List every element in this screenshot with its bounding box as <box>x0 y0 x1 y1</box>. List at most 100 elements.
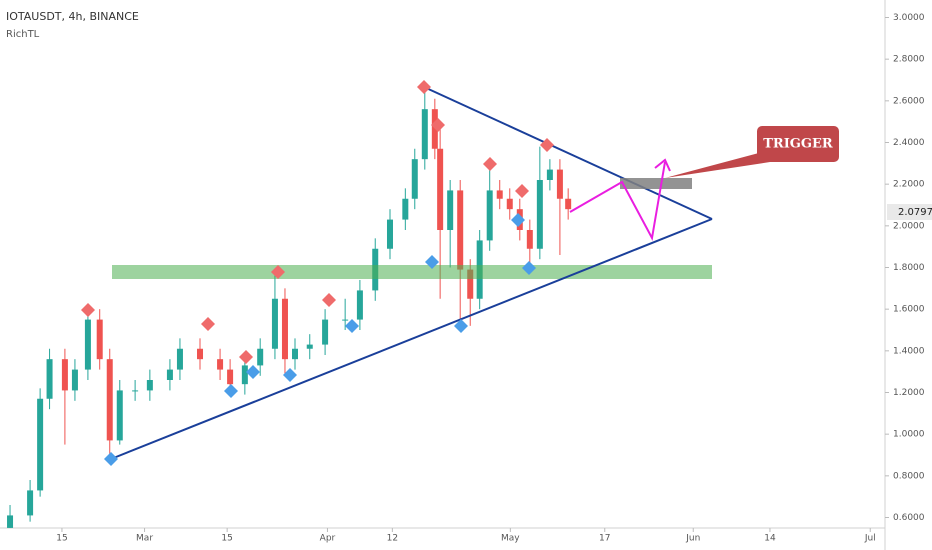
low-marker <box>454 319 468 333</box>
x-tick-label: 17 <box>599 534 610 544</box>
y-tick-label: 2.2000 <box>893 180 925 190</box>
y-tick-label: 2.8000 <box>893 55 925 65</box>
candle-body <box>556 169 563 199</box>
x-tick-label: May <box>501 534 520 544</box>
price-label: 2.0797 <box>898 207 932 218</box>
candle-body <box>386 219 393 249</box>
y-tick-label: 1.0000 <box>893 430 925 440</box>
projection-arrowhead <box>654 158 671 172</box>
y-tick-label: 1.8000 <box>893 263 925 273</box>
x-tick-label: Apr <box>320 534 336 544</box>
x-tick-label: 15 <box>56 534 67 544</box>
candle-body <box>322 319 329 345</box>
callout-box <box>757 126 839 162</box>
x-tick-label: Jun <box>685 534 700 544</box>
y-tick-label: 1.2000 <box>893 388 925 398</box>
x-tick-label: 15 <box>221 534 232 544</box>
candle-body <box>241 365 248 385</box>
falling-trendline <box>423 86 713 220</box>
high-marker <box>81 303 95 317</box>
projection-path <box>569 161 666 242</box>
candle-body <box>84 319 91 370</box>
y-tick-label: 0.8000 <box>893 471 925 481</box>
candle-body <box>467 269 474 299</box>
candle-body <box>37 398 44 491</box>
trigger-box <box>620 178 692 189</box>
low-marker <box>283 368 297 382</box>
candle-body <box>421 109 428 160</box>
high-marker <box>540 138 554 152</box>
candle-body <box>197 348 204 360</box>
candle-body <box>257 348 264 366</box>
high-marker <box>239 350 253 364</box>
high-marker <box>431 118 445 132</box>
candle-body <box>431 109 438 149</box>
high-marker <box>201 317 215 331</box>
candle-body <box>306 344 313 349</box>
candle-body <box>96 319 103 360</box>
support-zone <box>112 265 712 279</box>
candle-body <box>176 348 183 370</box>
candle-body <box>217 359 224 370</box>
candle-body <box>496 190 503 199</box>
low-markers <box>104 213 536 466</box>
low-marker <box>522 261 536 275</box>
low-marker <box>224 384 238 398</box>
candle-body <box>437 148 444 230</box>
candle-body <box>457 190 464 270</box>
candle-body <box>546 169 553 180</box>
candle-body <box>411 159 418 199</box>
candle-body <box>342 319 349 321</box>
y-tick-label: 2.0000 <box>893 221 925 231</box>
callout-text: TRIGGER <box>763 137 833 152</box>
candle-body <box>132 390 139 392</box>
high-marker <box>417 80 431 94</box>
candle-body <box>402 198 409 220</box>
candle-body <box>526 230 533 249</box>
chart-title: IOTAUSDT, 4h, BINANCE <box>6 10 139 23</box>
high-marker <box>515 184 529 198</box>
y-tick-label: 1.6000 <box>893 305 925 315</box>
candle-body <box>146 380 153 391</box>
candle-body <box>565 198 572 210</box>
candle-body <box>7 515 14 528</box>
y-tick-label: 2.6000 <box>893 96 925 106</box>
price-label-box <box>887 204 932 220</box>
high-markers <box>81 80 554 364</box>
x-tick-label: Mar <box>136 534 153 544</box>
low-marker <box>104 452 118 466</box>
x-tick-label: 14 <box>764 534 776 544</box>
candle-body <box>61 359 68 391</box>
x-tick-label: 12 <box>387 534 398 544</box>
candle-body <box>116 390 123 441</box>
low-marker <box>345 319 359 333</box>
callout-pointer <box>665 150 770 178</box>
candle-body <box>71 369 78 391</box>
y-tick-label: 0.6000 <box>893 513 925 523</box>
high-marker <box>483 157 497 171</box>
candle-body <box>486 190 493 241</box>
candle-body <box>46 359 53 399</box>
candle-body <box>106 359 113 441</box>
x-tick-label: Jul <box>864 534 876 544</box>
candle-body <box>27 490 34 516</box>
candle-body <box>447 190 454 230</box>
candle-body <box>536 180 543 249</box>
candle-body <box>281 298 288 360</box>
candle-body <box>166 369 173 380</box>
candle-body <box>356 290 363 320</box>
rising-trendline <box>110 218 713 460</box>
axes: 0.6000 0.8000 1.0000 1.2000 1.4000 1.6000 1.80… <box>56 13 925 544</box>
high-marker <box>322 293 336 307</box>
y-tick-label: 1.4000 <box>893 346 925 356</box>
candle-body <box>271 298 278 349</box>
candle-body <box>227 369 234 385</box>
y-tick-label: 3.0000 <box>893 13 925 23</box>
indicator-name: RichTL <box>6 29 40 40</box>
y-tick-label: 2.4000 <box>893 138 925 148</box>
low-marker <box>425 255 439 269</box>
candle-body <box>292 348 298 360</box>
low-marker <box>246 365 260 379</box>
high-marker <box>271 265 285 279</box>
